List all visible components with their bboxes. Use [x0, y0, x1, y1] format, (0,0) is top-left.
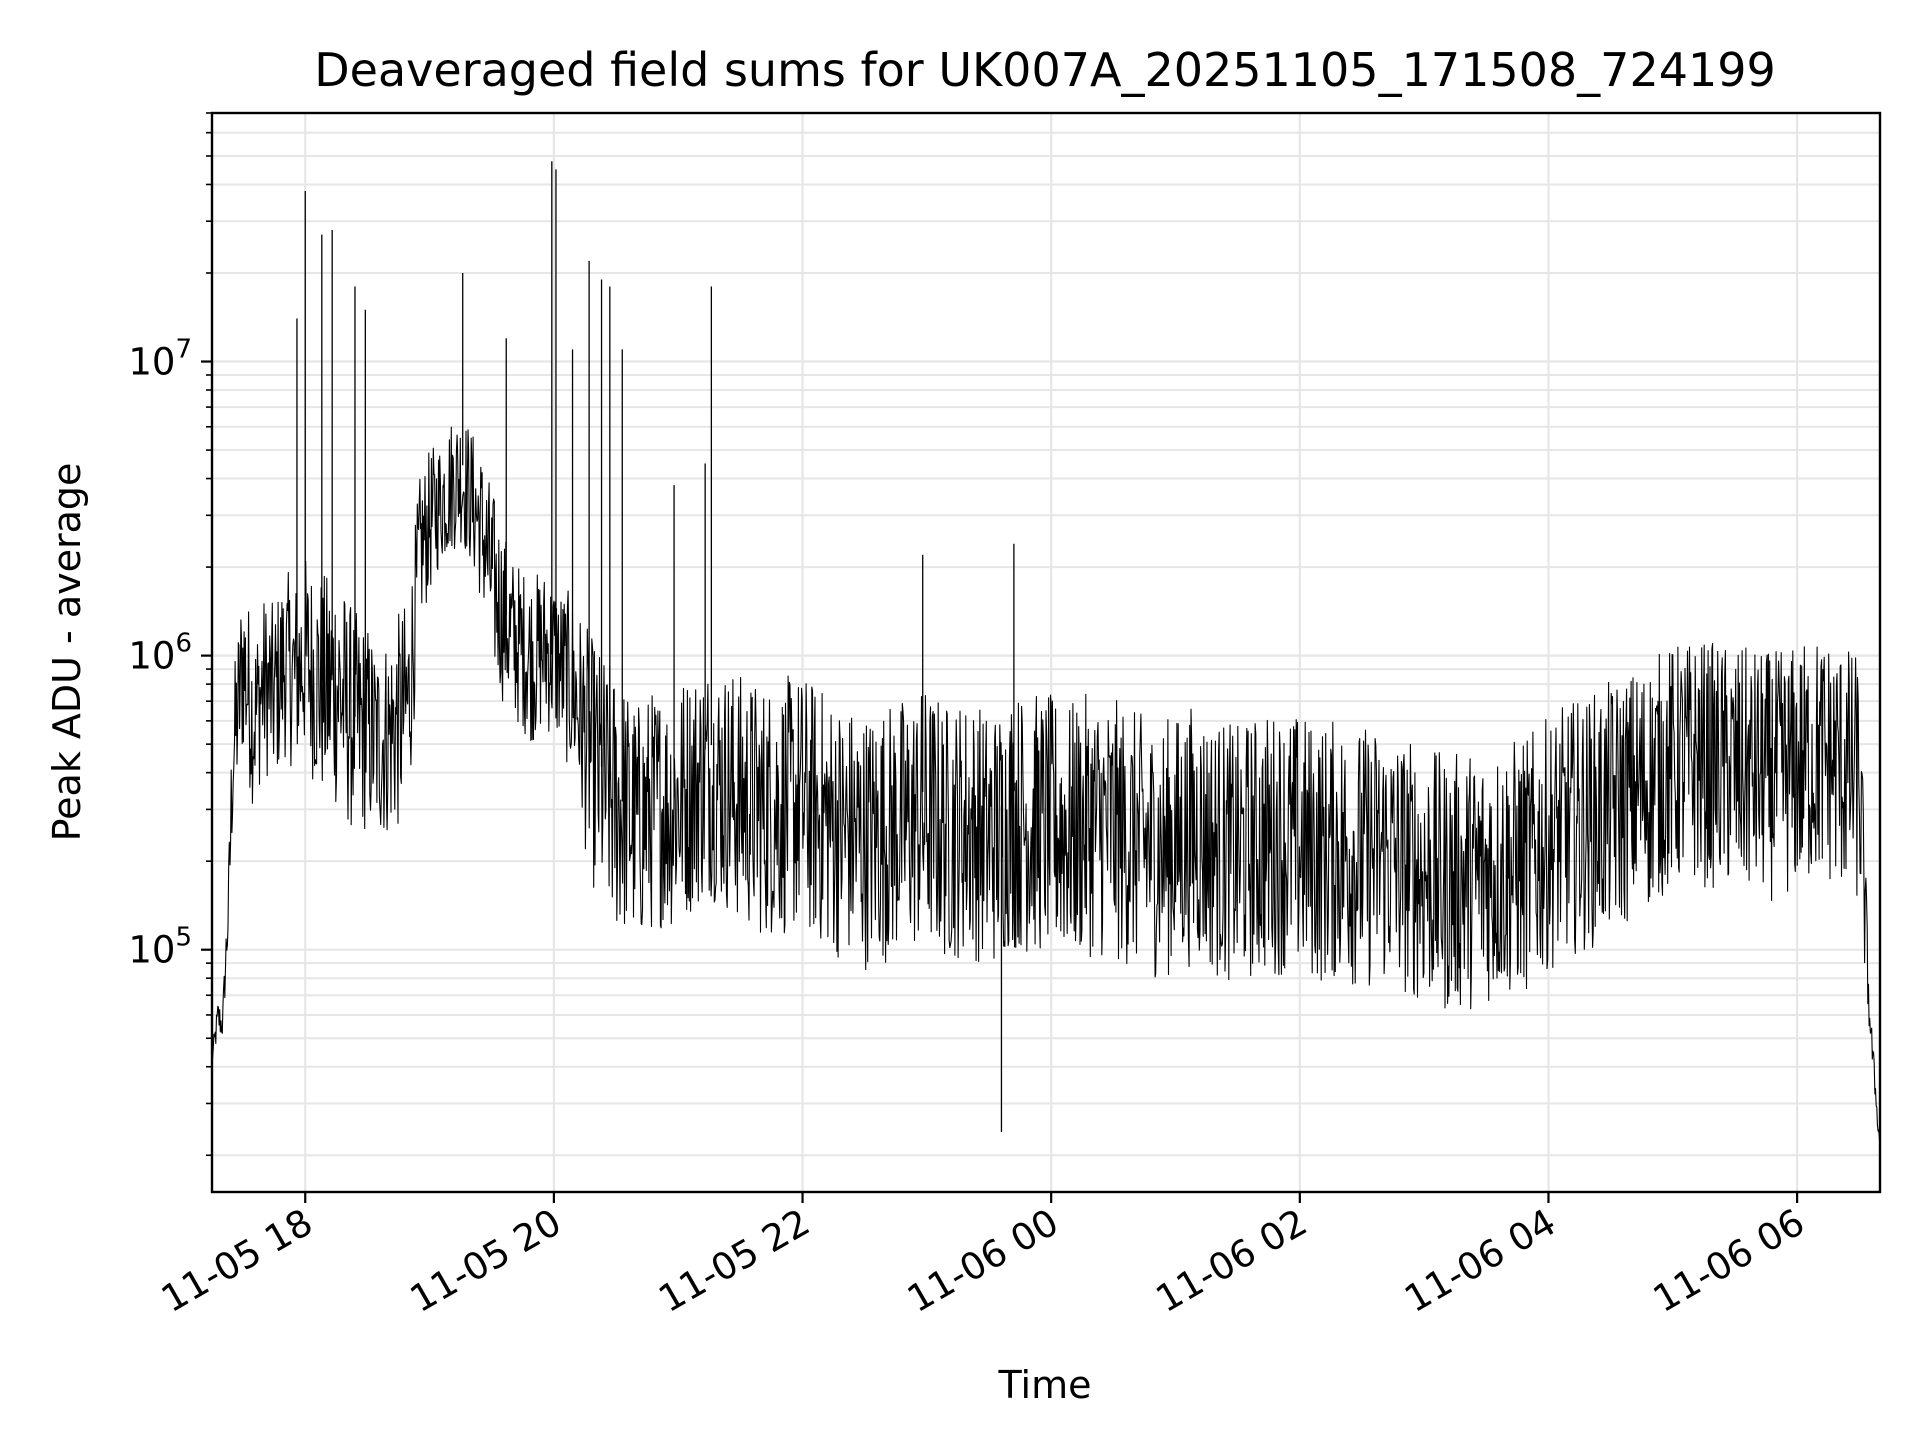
data-layer [211, 426, 1881, 1151]
x-axis-label: Time [998, 1363, 1092, 1407]
y-tick-exponent: 6 [175, 629, 192, 659]
y-tick-base: 10 [128, 635, 175, 678]
y-tick-label: 107 [128, 335, 192, 384]
chart-title: Deaveraged field sums for UK007A_2025110… [314, 43, 1776, 97]
y-tick-label: 106 [128, 629, 192, 678]
y-tick-label: 105 [128, 923, 192, 972]
plot-frame [210, 111, 1882, 1194]
y-tick-base: 10 [128, 929, 175, 972]
y-tick-exponent: 5 [175, 923, 192, 953]
series-line [211, 426, 1881, 1151]
y-axis-label: Peak ADU - average [45, 463, 89, 842]
y-tick-exponent: 7 [175, 335, 192, 365]
y-tick-base: 10 [128, 341, 175, 384]
